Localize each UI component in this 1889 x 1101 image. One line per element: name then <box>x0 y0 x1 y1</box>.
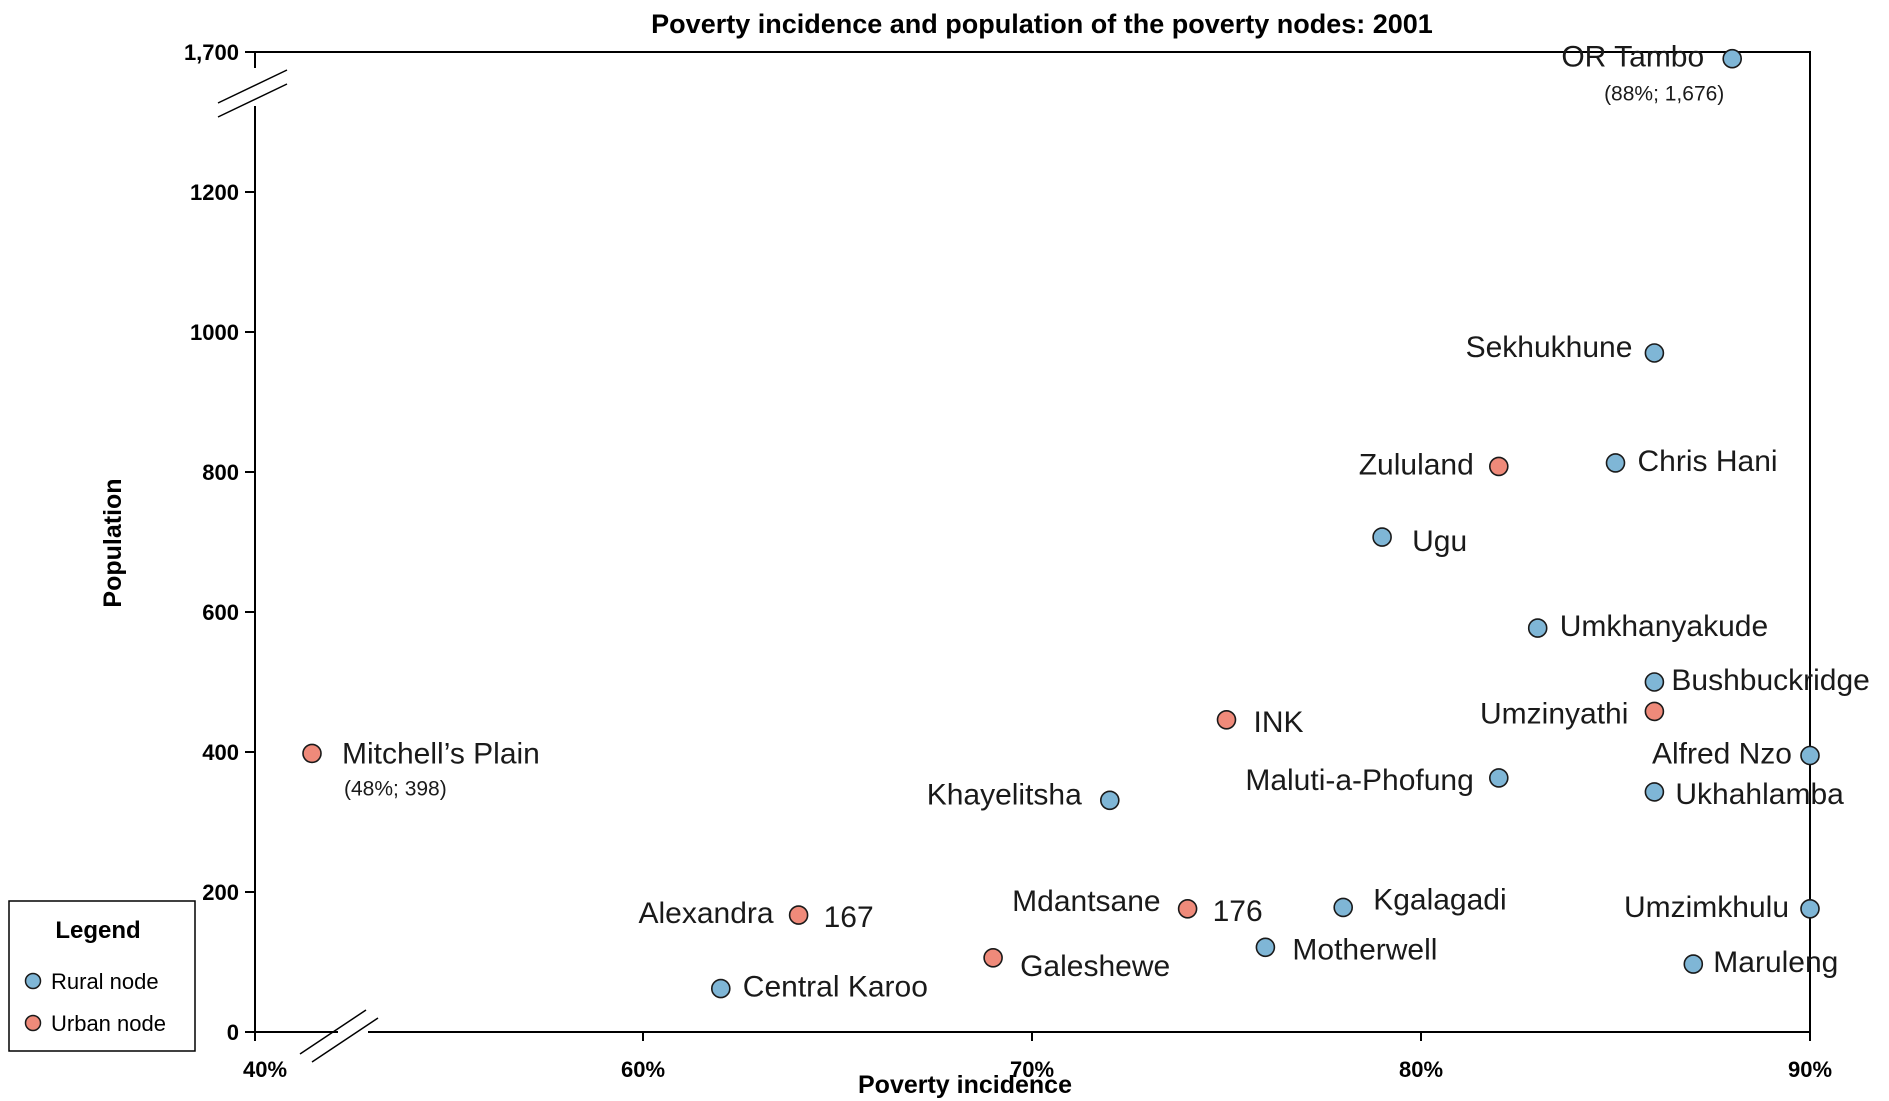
legend-marker-rural <box>24 972 42 990</box>
data-point <box>1489 768 1509 788</box>
point-label: Ukhahlamba <box>1675 778 1844 811</box>
point-label: Sekhukhune <box>1466 331 1633 364</box>
axis-break-marks <box>217 68 379 1063</box>
point-label: Central Karoo <box>743 971 928 1004</box>
legend-label-urban: Urban node <box>51 1011 166 1036</box>
point-note: (48%; 398) <box>344 777 447 800</box>
data-point <box>1644 782 1665 802</box>
point-value-label: 167 <box>824 901 874 934</box>
point-label: Ugu <box>1412 525 1467 558</box>
x-tick-label: 90% <box>1788 1057 1832 1082</box>
y-tick-label: 800 <box>202 460 239 485</box>
x-tick-label: 80% <box>1399 1057 1443 1082</box>
legend-title: Legend <box>55 917 140 944</box>
point-label: Umzimkhulu <box>1624 891 1789 924</box>
x-tick-label: 40% <box>243 1057 287 1082</box>
y-tick-label: 1200 <box>190 180 239 205</box>
data-point <box>1644 343 1665 363</box>
point-label: Alfred Nzo <box>1652 738 1792 771</box>
data-point <box>1216 709 1237 730</box>
y-axis-ticks: 0 200 400 600 800 1000 1200 1,700 <box>184 40 255 1045</box>
data-points: OR Tambo (88%; 1,676) Sekhukhune Zululand Ch… <box>302 41 1870 1004</box>
y-tick-label: 400 <box>202 740 239 765</box>
data-point <box>1800 898 1820 919</box>
point-value-label: 176 <box>1213 895 1263 928</box>
y-axis-title: Population <box>99 478 127 607</box>
legend-marker-urban <box>24 1014 42 1032</box>
y-tick-label: 200 <box>202 880 239 905</box>
data-point <box>1527 618 1548 638</box>
x-axis-ticks: 40% 60% 70% 80% 90% <box>243 1032 1832 1082</box>
y-break-gap <box>240 68 270 106</box>
data-point <box>1644 672 1665 692</box>
data-point <box>1644 701 1665 722</box>
point-label: Maluti-a-Phofung <box>1245 764 1473 797</box>
chart-title: Poverty incidence and population of the … <box>651 9 1433 39</box>
point-label: Bushbuckridge <box>1671 664 1869 697</box>
data-point <box>788 905 809 925</box>
point-label: Kgalagadi <box>1373 883 1506 916</box>
data-point <box>1489 456 1509 477</box>
point-label: Mdantsane <box>1012 885 1160 918</box>
data-point <box>1333 897 1353 918</box>
point-label: INK <box>1254 706 1304 739</box>
data-point <box>983 947 1003 968</box>
data-point <box>1683 954 1704 974</box>
y-break-line <box>217 69 288 104</box>
point-label: Umkhanyakude <box>1560 610 1768 643</box>
point-label: Khayelitsha <box>927 778 1082 811</box>
point-label: Chris Hani <box>1638 445 1778 478</box>
y-tick-label: 600 <box>202 600 239 625</box>
x-break-gap <box>338 1024 368 1040</box>
point-label: Motherwell <box>1292 933 1437 966</box>
y-tick-label: 1,700 <box>184 40 239 65</box>
point-note: (88%; 1,676) <box>1604 83 1724 106</box>
data-point <box>1255 937 1276 958</box>
x-axis-title: Poverty incidence <box>858 1071 1072 1099</box>
x-break-line <box>311 1017 379 1063</box>
legend-label-rural: Rural node <box>51 969 159 994</box>
x-break-line <box>299 1009 367 1055</box>
data-point <box>1605 453 1626 473</box>
point-label: OR Tambo <box>1561 41 1704 74</box>
y-break-line <box>217 83 288 118</box>
y-tick-label: 1000 <box>190 320 239 345</box>
point-label: Maruleng <box>1713 946 1838 979</box>
data-point <box>710 978 731 999</box>
data-point <box>1100 790 1120 811</box>
x-tick-label: 70% <box>1010 1057 1054 1082</box>
legend: Legend Rural node Urban node <box>8 900 196 1052</box>
data-point <box>302 743 322 764</box>
point-label: Umzinyathi <box>1480 697 1628 730</box>
point-label: Zululand <box>1359 448 1474 481</box>
data-point <box>1177 898 1198 919</box>
x-tick-label: 60% <box>621 1057 665 1082</box>
point-label: Alexandra <box>639 897 774 930</box>
point-label: Galeshewe <box>1020 950 1170 983</box>
data-point <box>1800 745 1820 766</box>
data-point <box>1372 527 1392 547</box>
y-tick-label: 0 <box>227 1020 239 1045</box>
point-label: Mitchell’s Plain <box>342 737 540 770</box>
data-point <box>1722 48 1742 69</box>
